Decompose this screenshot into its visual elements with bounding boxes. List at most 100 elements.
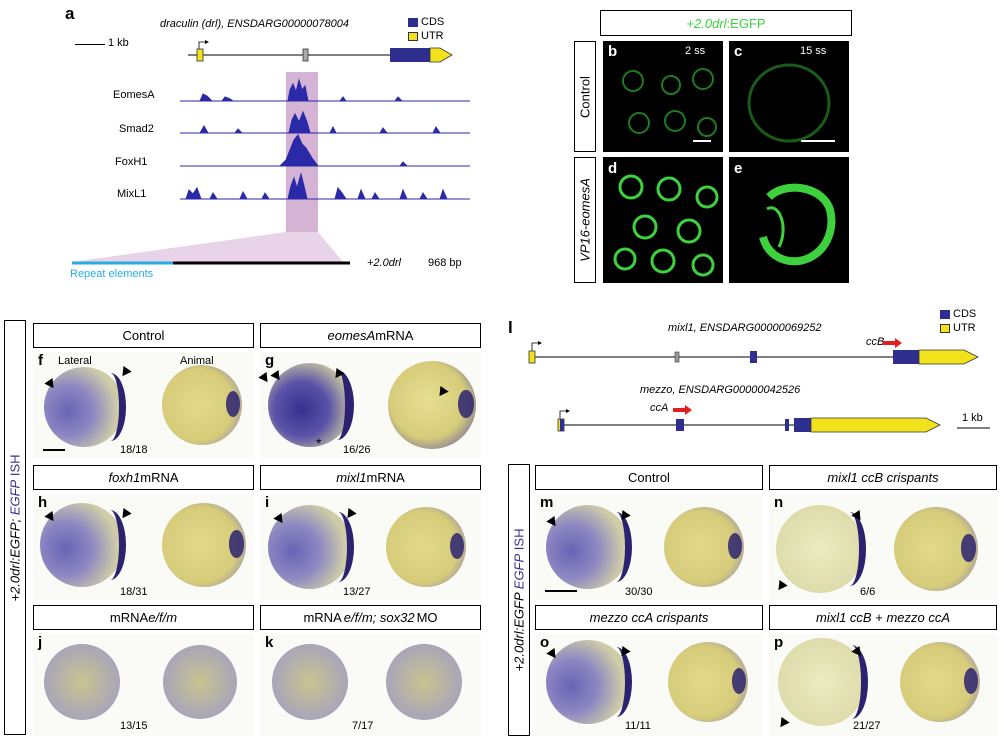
panel-label-a: a	[65, 4, 75, 23]
exon-utr-1	[196, 48, 204, 62]
embryo-g-lateral	[268, 363, 354, 447]
construct-label: +2.0drl	[367, 257, 401, 269]
header-g: eomesA mRNA	[260, 323, 481, 348]
count-m: 30/30	[625, 586, 653, 598]
header-m: Control	[535, 465, 763, 490]
count-k: 7/17	[352, 720, 374, 732]
count-p: 21/27	[853, 720, 881, 732]
image-d	[603, 157, 723, 283]
exon-cds-last	[390, 48, 430, 62]
gene-title-mixl1: mixl1, ENSDARG00000069252	[668, 322, 822, 334]
header-o: mezzo ccA crispants	[535, 605, 763, 630]
header-n: mixl1 ccB crispants	[769, 465, 997, 490]
embryo-p-lateral	[778, 638, 868, 726]
legend-cds-swatch	[408, 18, 418, 27]
guide-label-cca: ccA	[650, 402, 669, 414]
header-h: foxh1 mRNA	[33, 465, 254, 490]
header-f: Control	[33, 323, 254, 348]
track-label-eomesa: EomesA	[113, 89, 155, 101]
scale-label-l: 1 kb	[962, 412, 983, 424]
count-h: 18/31	[120, 586, 148, 598]
egfp-title-box: +2.0drl:EGFP	[600, 10, 852, 36]
panel-label-p: p	[774, 634, 784, 651]
view-label-animal: Animal	[180, 355, 214, 367]
panel-label-n: n	[774, 494, 784, 511]
image-c	[729, 41, 849, 152]
egfp-title-prefix: +2.0drl	[686, 15, 727, 31]
embryo-o-animal	[668, 642, 748, 722]
count-f: 18/18	[120, 444, 148, 456]
panel-label-g: g	[265, 352, 275, 369]
legend-utr-label: UTR	[421, 30, 444, 42]
guide-label-ccb: ccB	[866, 336, 885, 348]
panel-label-b: b	[608, 43, 618, 60]
stage-label-2ss: 2 ss	[685, 45, 706, 57]
track-label-smad2: Smad2	[119, 123, 154, 135]
embryo-h-lateral	[40, 503, 126, 587]
legend-l-utr-label: UTR	[953, 322, 976, 334]
count-g: 16/26	[343, 444, 371, 456]
embryo-f-animal	[162, 365, 242, 445]
panel-label-c: c	[734, 43, 743, 60]
panel-label-f: f	[38, 352, 43, 369]
exon-utr-arrow	[429, 47, 453, 63]
scale-bar-f	[43, 449, 65, 451]
scale-label-a: 1 kb	[108, 37, 129, 49]
asterisk-g: *	[316, 435, 322, 451]
panel-label-i: i	[265, 494, 270, 511]
embryo-i-animal	[386, 507, 466, 587]
stage-label-15ss: 15 ss	[800, 45, 827, 57]
embryo-k-lateral	[272, 644, 348, 720]
row-label-control: Control	[574, 41, 596, 152]
guide-arrow-cca	[673, 405, 692, 415]
embryo-h-animal	[162, 503, 246, 587]
construct-size: 968 bp	[428, 257, 462, 269]
chip-tracks	[180, 78, 470, 200]
image-b	[603, 41, 723, 152]
legend-l-cds-swatch	[940, 310, 950, 319]
panel-label-m: m	[540, 494, 554, 511]
embryo-g-animal	[388, 361, 476, 449]
gene-title-mezzo: mezzo, ENSDARG00000042526	[640, 384, 801, 396]
embryo-p-animal	[900, 642, 980, 722]
legend-cds-label: CDS	[421, 16, 445, 28]
guide-arrow-ccb	[883, 338, 902, 348]
panel-label-j: j	[38, 634, 43, 651]
side-label-mp: +2.0drl:EGFP EGFP ISH	[508, 464, 530, 736]
header-i: mixl1 mRNA	[260, 465, 481, 490]
gene-title-drl: draculin (drl), ENSDARG00000078004	[160, 18, 349, 30]
repeat-elements-label: Repeat elements	[70, 268, 154, 280]
exon-2	[302, 48, 309, 62]
embryo-m-lateral	[546, 505, 632, 589]
panel-label-o: o	[540, 634, 550, 651]
embryo-n-animal	[894, 507, 978, 591]
panel-label-k: k	[265, 634, 274, 651]
embryo-o-lateral	[546, 640, 632, 724]
panel-label-h: h	[38, 494, 48, 511]
header-j: mRNA e/f/m	[33, 605, 254, 630]
track-label-mixl1: MixL1	[117, 188, 147, 200]
embryo-k-animal	[386, 644, 462, 720]
view-label-lateral: Lateral	[58, 355, 92, 367]
embryo-f-lateral	[44, 367, 126, 447]
count-j: 13/15	[120, 720, 148, 732]
header-p: mixl1 ccB + mezzo ccA	[769, 605, 997, 630]
header-k: mRNA e/f/m; sox32 MO	[260, 605, 481, 630]
image-e	[729, 157, 849, 283]
tss-arrow	[198, 41, 205, 49]
scale-bar-a	[75, 44, 105, 45]
embryo-j-lateral	[44, 644, 120, 720]
legend-l-cds-label: CDS	[953, 308, 977, 320]
embryo-j-animal	[163, 645, 237, 719]
panel-label-e: e	[734, 160, 743, 177]
count-o: 11/11	[625, 720, 651, 732]
track-label-foxh1: FoxH1	[115, 156, 148, 168]
embryo-m-animal	[664, 507, 744, 587]
legend-l-utr-swatch	[940, 324, 950, 333]
row-label-vp16: VP16-eomesA	[574, 157, 596, 283]
count-n: 6/6	[860, 586, 876, 598]
count-i: 13/27	[343, 586, 371, 598]
